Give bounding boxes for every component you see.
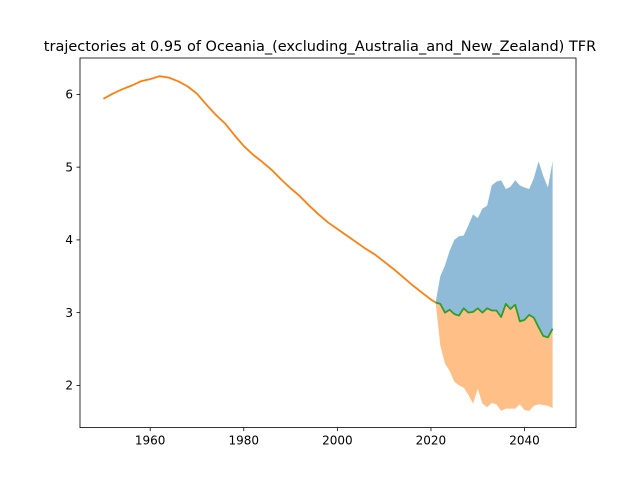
y-tick-label: 2	[65, 379, 73, 393]
y-tick-label: 5	[65, 160, 73, 174]
x-tick-label: 2040	[509, 434, 540, 448]
y-tick-label: 3	[65, 306, 73, 320]
axes-frame	[79, 57, 577, 429]
chart-title: trajectories at 0.95 of Oceania_(excludi…	[44, 39, 596, 55]
historical-line	[102, 75, 437, 304]
lower-band	[435, 302, 553, 411]
x-tick-label: 1980	[229, 434, 260, 448]
plot-area	[102, 75, 554, 411]
y-tick-label: 6	[65, 88, 73, 102]
median-line	[435, 301, 554, 339]
x-tick-label: 1960	[135, 434, 166, 448]
x-tick-label: 2020	[416, 434, 447, 448]
x-tick-label: 2000	[322, 434, 353, 448]
x-axis: 1960 1980 2000 2020 2040	[135, 427, 540, 448]
y-tick-label: 4	[65, 233, 73, 247]
upper-band	[435, 161, 553, 338]
y-axis: 2 3 4 5 6	[65, 88, 80, 393]
